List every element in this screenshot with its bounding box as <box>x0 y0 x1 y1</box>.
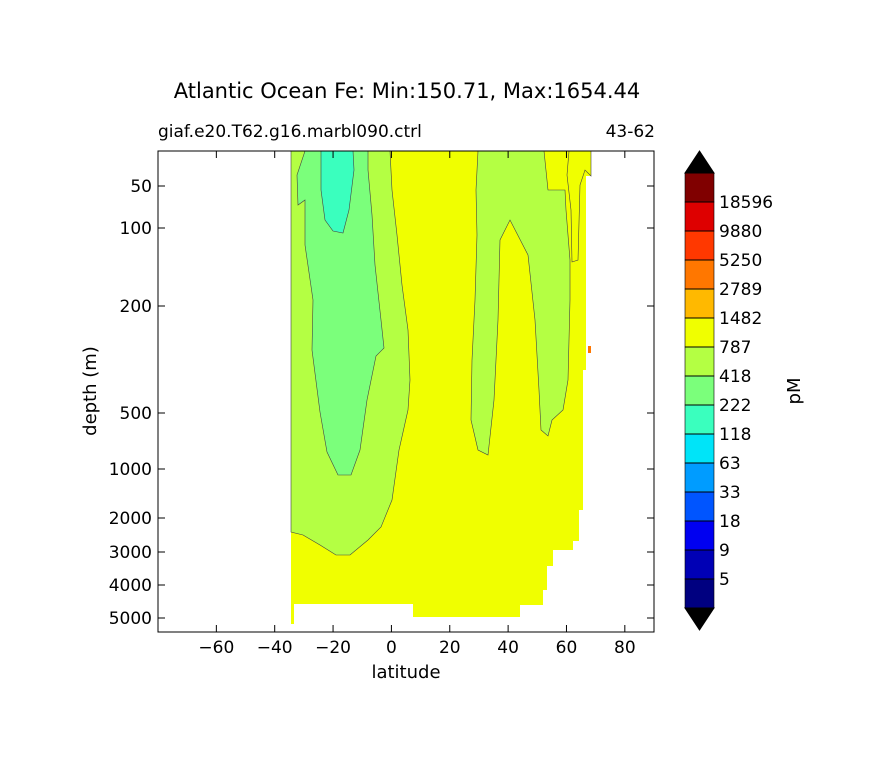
y-tick-label: 50 <box>130 177 152 197</box>
y-axis: 50 100 200 500 1000 2000 3000 4000 5000 <box>109 177 654 629</box>
colorbar-bin <box>684 317 715 348</box>
colorbar-bin <box>684 230 715 261</box>
colorbar-label: pM <box>784 378 805 405</box>
colorbar-tick-label: 18596 <box>719 193 773 213</box>
colorbar-tick-label: 9880 <box>719 222 762 242</box>
colorbar-bin <box>684 288 715 319</box>
colorbar-bin <box>684 346 715 377</box>
colorbar-bin <box>684 259 715 290</box>
colorbar-tick-label: 418 <box>719 367 751 387</box>
y-tick-label: 3000 <box>109 543 152 563</box>
field-cyan-surface-118-222 <box>320 151 355 234</box>
colorbar-tick-label: 5250 <box>719 251 762 271</box>
colorbar-bin <box>684 375 715 406</box>
field-yellow-pocket-north <box>566 151 592 263</box>
colorbar-tick-label: 9 <box>719 541 730 561</box>
colorbar-bin <box>684 404 715 435</box>
colorbar-tick-label: 2789 <box>719 280 762 300</box>
heatmap-field <box>290 151 592 624</box>
colorbar-tick-label: 118 <box>719 425 751 445</box>
x-tick-label: 80 <box>614 638 636 658</box>
colorbar: 5 9 18 33 63 118 222 418 787 1482 2789 5250 9880 1859… <box>684 150 773 631</box>
chart-title: Atlantic Ocean Fe: Min:150.71, Max:1654.… <box>174 79 640 103</box>
chart-subtitle-right: 43-62 <box>606 122 655 142</box>
y-tick-label: 200 <box>120 297 152 317</box>
x-axis-label: latitude <box>371 662 440 683</box>
colorbar-extend-bottom <box>684 607 715 631</box>
x-tick-label: 0 <box>386 638 397 658</box>
x-axis: −60 −40 −20 0 20 40 60 80 <box>198 151 636 658</box>
colorbar-bin <box>684 201 715 232</box>
colorbar-bin <box>684 462 715 493</box>
x-tick-label: 40 <box>497 638 519 658</box>
x-tick-label: 20 <box>439 638 461 658</box>
colorbar-bin <box>684 578 715 609</box>
colorbar-tick-label: 18 <box>719 512 741 532</box>
colorbar-extend-top <box>684 150 715 174</box>
x-tick-label: 60 <box>556 638 578 658</box>
colorbar-bin <box>684 433 715 464</box>
field-green-north-418-787 <box>470 151 571 456</box>
colorbar-tick-label: 63 <box>719 454 741 474</box>
colorbar-tick-label: 222 <box>719 396 751 416</box>
y-tick-label: 5000 <box>109 609 152 629</box>
colorbar-bin <box>684 172 715 203</box>
y-axis-label: depth (m) <box>80 346 101 436</box>
colorbar-bin <box>684 520 715 551</box>
colorbar-tick-label: 5 <box>719 570 730 590</box>
field-orange-speck <box>588 346 591 353</box>
x-tick-label: −20 <box>315 638 351 658</box>
colorbar-tick-label: 787 <box>719 338 751 358</box>
y-tick-label: 100 <box>120 219 152 239</box>
colorbar-tick-label: 33 <box>719 483 741 503</box>
chart-subtitle-left: giaf.e20.T62.g16.marbl090.ctrl <box>158 122 422 142</box>
y-tick-label: 2000 <box>109 509 152 529</box>
x-tick-label: −60 <box>198 638 234 658</box>
plot-frame <box>157 150 655 633</box>
colorbar-tick-label: 1482 <box>719 309 762 329</box>
field-cyan-green-south-222-418 <box>296 151 385 476</box>
x-tick-label: −40 <box>257 638 293 658</box>
y-tick-label: 1000 <box>109 460 152 480</box>
y-tick-label: 4000 <box>109 576 152 596</box>
y-tick-label: 500 <box>120 404 152 424</box>
colorbar-bin <box>684 491 715 522</box>
colorbar-bin <box>684 549 715 580</box>
